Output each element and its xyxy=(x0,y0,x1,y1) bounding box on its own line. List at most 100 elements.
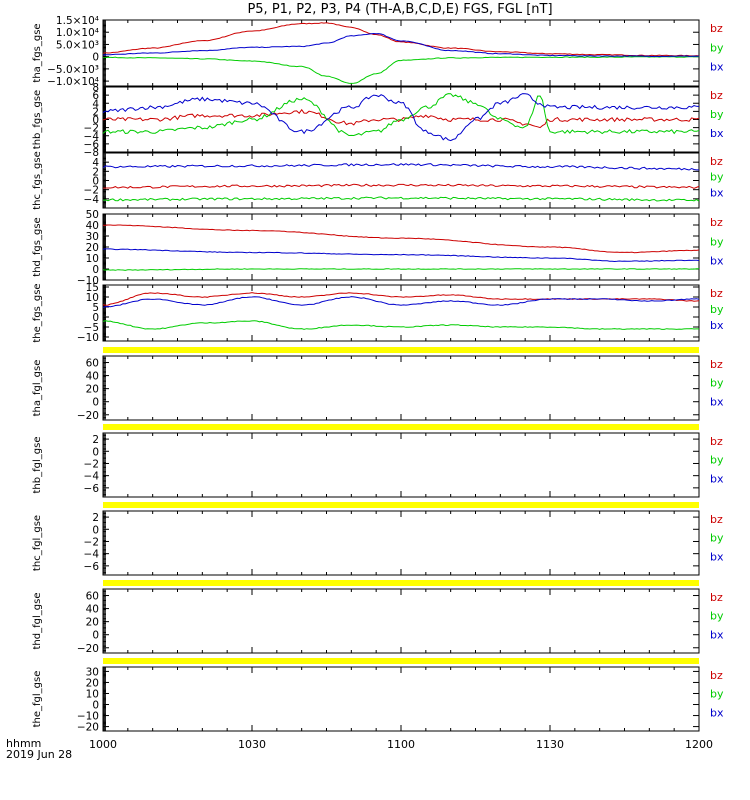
x-tick-label: 1130 xyxy=(536,738,564,751)
x-tick-label: 1000 xyxy=(89,738,117,751)
series-by-line xyxy=(102,56,699,84)
legend-by: by xyxy=(710,108,724,121)
y-tick-label: 50 xyxy=(86,209,99,221)
yellow-status-bar-3 xyxy=(103,580,699,586)
y-axis-label: thc_fgl_gse xyxy=(32,515,43,571)
y-axis-label: thb_fgs_gse xyxy=(32,90,43,149)
y-tick-label: 20 xyxy=(86,617,99,629)
y-tick-label: 2 xyxy=(92,434,99,446)
y-tick-label: −2 xyxy=(84,185,99,197)
yellow-status-bar-0 xyxy=(103,347,699,353)
legend-bx: bx xyxy=(710,628,724,641)
panel-frame xyxy=(102,19,700,87)
legend-bx: bx xyxy=(710,61,724,74)
panel-frame xyxy=(102,152,700,209)
x-tick-label: 1200 xyxy=(685,738,713,751)
y-axis-label: thb_fgl_gse xyxy=(32,437,43,494)
y-tick-label: 4 xyxy=(92,157,99,169)
panel-thc_fgs_gse: thc_fgs_gse 420−2−4 bz by bx xyxy=(32,151,724,210)
y-tick-label: 10 xyxy=(86,292,99,304)
y-axis-label: the_fgl_gse xyxy=(32,671,43,728)
y-tick-label: 30 xyxy=(86,666,99,678)
yellow-status-bar-1 xyxy=(103,424,699,430)
panel-frame xyxy=(102,355,700,421)
panel-thc_fgl_gse: thc_fgl_gse 20−2−4−6 bz by bx xyxy=(32,510,724,576)
legend-bz: bz xyxy=(710,435,723,448)
legend-bx: bx xyxy=(710,706,724,719)
y-tick-label: −10 xyxy=(77,711,99,723)
y-tick-label: 6 xyxy=(92,90,99,102)
legend-by: by xyxy=(710,377,724,390)
x-unit-label: hhmm xyxy=(6,737,41,750)
y-tick-label: −6 xyxy=(84,561,100,573)
series-bz-line xyxy=(102,224,700,254)
legend-bz: bz xyxy=(710,591,723,604)
y-tick-label: 40 xyxy=(86,604,99,616)
y-tick-label: −1.0×10⁴ xyxy=(47,76,99,88)
legend-bz: bz xyxy=(710,358,723,371)
y-tick-label: 0 xyxy=(92,312,99,324)
y-tick-label: 10 xyxy=(86,688,99,700)
legend-by: by xyxy=(710,303,724,316)
legend-bx: bx xyxy=(710,472,724,485)
y-tick-label: −4 xyxy=(84,471,100,483)
y-tick-label: −20 xyxy=(77,410,99,422)
y-tick-label: 2 xyxy=(92,166,99,178)
panel-frame xyxy=(102,432,700,498)
y-tick-label: −4 xyxy=(84,549,100,561)
y-tick-label: 1.5×10⁴ xyxy=(56,15,99,27)
y-tick-label: 40 xyxy=(86,220,99,232)
series-bx-line xyxy=(102,93,700,142)
panel-frame xyxy=(102,284,700,342)
legend-by: by xyxy=(710,235,724,248)
legend-bz: bz xyxy=(710,287,723,300)
series-bx-line xyxy=(102,248,700,263)
y-tick-label: −6 xyxy=(84,139,100,151)
y-tick-label: 5 xyxy=(92,302,99,314)
y-tick-label: −5 xyxy=(84,322,99,334)
y-tick-label: 15 xyxy=(86,282,99,294)
legend-bz: bz xyxy=(710,216,723,229)
y-tick-label: 2 xyxy=(92,106,99,118)
y-tick-label: 1.0×10⁴ xyxy=(56,27,99,39)
x-tick-label: 1030 xyxy=(238,738,266,751)
legend-bz: bz xyxy=(710,89,723,102)
legend-bz: bz xyxy=(710,155,723,168)
legend-by: by xyxy=(710,610,724,623)
y-tick-label: 0 xyxy=(92,524,99,536)
series-by-line xyxy=(102,268,700,271)
y-tick-label: 0 xyxy=(92,397,99,409)
y-axis-label: thd_fgl_gse xyxy=(32,593,43,650)
y-tick-label: −6 xyxy=(84,483,100,495)
y-tick-label: 8 xyxy=(92,82,99,94)
series-by-line xyxy=(102,93,700,137)
y-tick-label: 0 xyxy=(92,264,99,276)
legend-bx: bx xyxy=(710,255,724,268)
y-axis-label: tha_fgl_gse xyxy=(32,360,43,417)
legend-bx: bx xyxy=(710,395,724,408)
y-tick-label: 20 xyxy=(86,242,99,254)
y-tick-label: 2 xyxy=(92,512,99,524)
legend-bx: bx xyxy=(710,319,724,332)
legend-bx: bx xyxy=(710,127,724,140)
legend-by: by xyxy=(710,688,724,701)
y-tick-label: −2 xyxy=(84,536,99,548)
legend-by: by xyxy=(710,41,724,54)
panel-frame xyxy=(102,510,700,576)
y-tick-label: 40 xyxy=(86,371,99,383)
y-tick-label: 60 xyxy=(86,591,99,603)
y-tick-label: −20 xyxy=(77,643,99,655)
y-tick-label: −20 xyxy=(77,722,99,734)
y-tick-label: 30 xyxy=(86,231,99,243)
y-axis-label: the_fgs_gse xyxy=(32,283,43,342)
panel-frame xyxy=(102,588,700,654)
x-date-label: 2019 Jun 28 xyxy=(6,748,72,761)
y-tick-label: 0 xyxy=(92,630,99,642)
legend-bz: bz xyxy=(710,669,723,682)
yellow-status-bar-2 xyxy=(103,502,699,508)
